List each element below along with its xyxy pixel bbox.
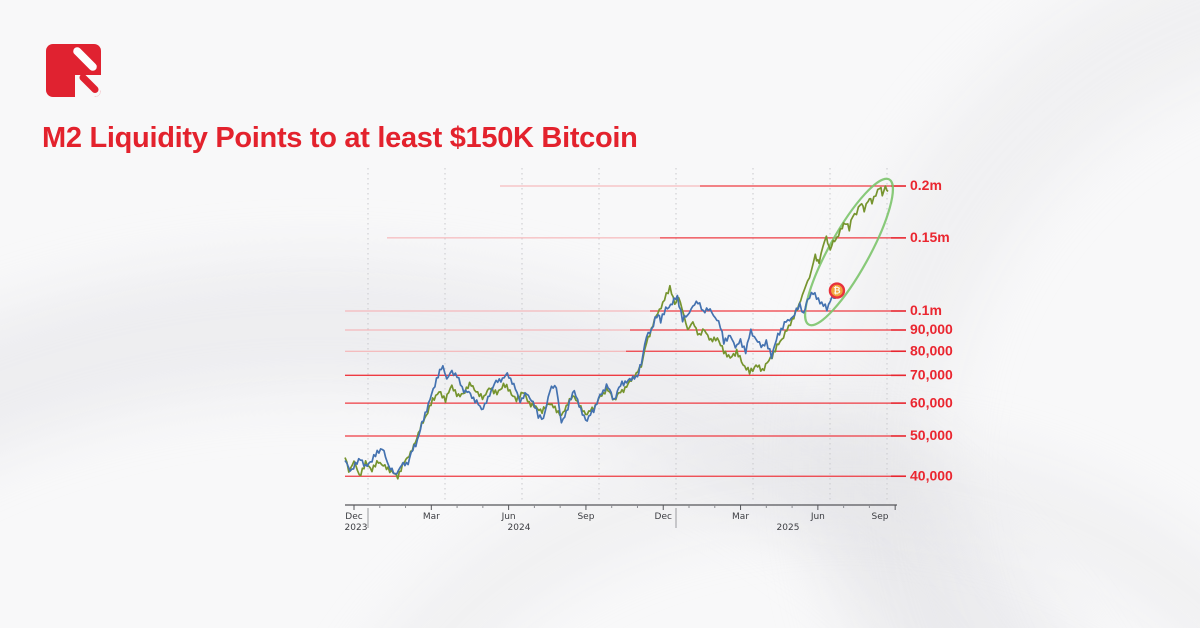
svg-text:Dec: Dec bbox=[655, 512, 672, 522]
vertical-gridlines bbox=[367, 168, 888, 503]
svg-text:2025: 2025 bbox=[777, 523, 800, 533]
svg-text:50,000: 50,000 bbox=[910, 427, 953, 443]
trend-ellipse-annotation bbox=[804, 177, 894, 327]
bitcoin-coin-icon: ₿ bbox=[828, 282, 846, 299]
svg-text:Mar: Mar bbox=[423, 512, 440, 522]
svg-text:Dec: Dec bbox=[345, 512, 362, 522]
page-title: M2 Liquidity Points to at least $150K Bi… bbox=[42, 122, 638, 155]
series-bitcoin-price bbox=[344, 291, 836, 475]
svg-text:Jun: Jun bbox=[810, 512, 825, 522]
x-axis bbox=[345, 504, 897, 528]
y-axis-labels: 0.2m 0.15m 0.1m 90,000 80,000 70,000 60,000 50,… bbox=[910, 177, 953, 483]
svg-text:40,000: 40,000 bbox=[910, 467, 953, 483]
svg-text:80,000: 80,000 bbox=[910, 342, 953, 358]
svg-text:70,000: 70,000 bbox=[910, 367, 953, 383]
svg-text:Mar: Mar bbox=[732, 512, 749, 522]
chart-series bbox=[344, 185, 889, 480]
svg-text:60,000: 60,000 bbox=[910, 394, 953, 410]
price-level-gridlines bbox=[345, 185, 906, 478]
svg-text:0.1m: 0.1m bbox=[910, 302, 942, 318]
svg-text:2023: 2023 bbox=[345, 523, 368, 533]
svg-text:Sep: Sep bbox=[872, 512, 889, 522]
svg-text:90,000: 90,000 bbox=[910, 321, 953, 337]
svg-text:₿: ₿ bbox=[833, 286, 840, 297]
svg-text:0.2m: 0.2m bbox=[910, 177, 942, 193]
svg-text:Sep: Sep bbox=[577, 512, 594, 522]
svg-text:0.15m: 0.15m bbox=[910, 229, 950, 245]
svg-text:Jun: Jun bbox=[501, 512, 516, 522]
series-m2-liquidity-shifted bbox=[344, 185, 889, 480]
brand-logo-icon bbox=[46, 44, 101, 97]
x-axis-labels: Dec Mar Jun Sep Dec Mar Jun Sep 2023 2024 2025 bbox=[345, 512, 889, 533]
svg-text:2024: 2024 bbox=[508, 523, 531, 533]
